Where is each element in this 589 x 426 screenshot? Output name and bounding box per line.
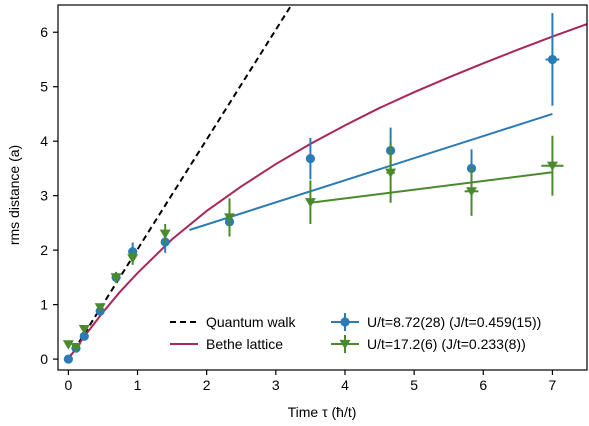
legend-label-0: Quantum walk bbox=[206, 314, 296, 330]
data-point bbox=[128, 247, 138, 257]
legend-marker-2 bbox=[340, 317, 350, 327]
legend-label-2: U/t=8.72(28) (J/t=0.459(15)) bbox=[367, 314, 541, 330]
axes: 0 1 2 3 4 5 6 7 0 1 2 3 4 5 6 bbox=[40, 4, 588, 393]
plot-area bbox=[62, 5, 587, 364]
legend: Quantum walk Bethe lattice U/t=8.72(28) (J… bbox=[170, 313, 541, 353]
x-tick-label: 6 bbox=[479, 377, 487, 393]
x-tick-label: 0 bbox=[64, 377, 72, 393]
line-bethe-lattice bbox=[67, 23, 587, 360]
series-0 bbox=[63, 13, 560, 364]
data-point bbox=[304, 198, 316, 208]
series-1 bbox=[62, 135, 564, 353]
data-point bbox=[79, 331, 89, 341]
x-tick-label: 2 bbox=[203, 377, 211, 393]
y-tick-label: 2 bbox=[40, 242, 48, 258]
data-point bbox=[223, 213, 235, 223]
y-tick-label: 4 bbox=[40, 133, 48, 149]
data-point bbox=[70, 342, 82, 353]
x-tick-label: 1 bbox=[134, 377, 142, 393]
data-point bbox=[127, 254, 139, 264]
data-point bbox=[63, 354, 73, 364]
y-tick-label: 1 bbox=[40, 297, 48, 313]
data-point bbox=[94, 303, 106, 313]
x-tick-label: 3 bbox=[272, 377, 280, 393]
axes-frame bbox=[57, 4, 588, 371]
line-quantum-walk bbox=[67, 5, 293, 360]
x-tick-label: 5 bbox=[410, 377, 418, 393]
data-point bbox=[466, 187, 478, 197]
y-tick-label: 6 bbox=[40, 24, 48, 40]
y-tick-label: 5 bbox=[40, 79, 48, 95]
legend-marker-3 bbox=[339, 339, 351, 350]
data-point bbox=[78, 325, 90, 335]
x-axis-label: Time τ (ħ/t) bbox=[288, 404, 357, 420]
y-tick-label: 3 bbox=[40, 188, 48, 204]
legend-label-3: U/t=17.2(6) (J/t=0.233(8)) bbox=[367, 336, 526, 352]
data-point bbox=[110, 273, 122, 283]
data-point bbox=[159, 229, 171, 240]
data-point bbox=[305, 154, 315, 164]
fit-line-3 bbox=[310, 171, 553, 204]
y-tick-label: 0 bbox=[40, 351, 48, 367]
data-point bbox=[546, 161, 558, 171]
data-point bbox=[62, 340, 74, 350]
legend-label-1: Bethe lattice bbox=[206, 336, 283, 352]
data-point bbox=[385, 168, 397, 179]
data-point bbox=[547, 54, 558, 65]
x-tick-label: 4 bbox=[341, 377, 349, 393]
fit-line-2 bbox=[189, 113, 553, 231]
y-axis-label: rms distance (a) bbox=[6, 145, 22, 245]
x-tick-label: 7 bbox=[549, 377, 557, 393]
